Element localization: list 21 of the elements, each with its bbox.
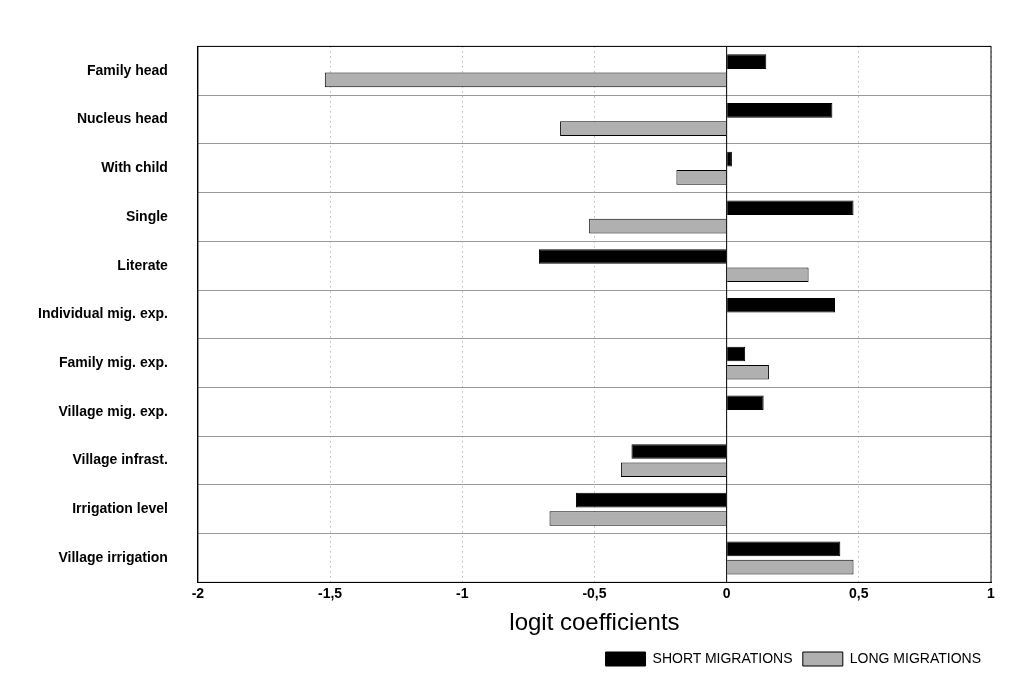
legend-label: SHORT MIGRATIONS <box>652 649 793 666</box>
y-tick-label: Literate <box>117 256 169 273</box>
x-tick-label: -1,5 <box>318 584 343 601</box>
x-axis-title: logit coefficients <box>509 608 680 636</box>
y-tick-label: Nucleus head <box>76 110 168 127</box>
y-tick-label: Family mig. exp. <box>58 353 168 370</box>
y-tick-label: With child <box>101 159 168 176</box>
x-tick-label: 0 <box>722 584 731 601</box>
x-tick-label: 0,5 <box>849 584 869 601</box>
x-tick-label: -0,5 <box>582 584 607 601</box>
y-tick-label: Individual mig. exp. <box>37 305 168 322</box>
legend-label: LONG MIGRATIONS <box>849 649 982 666</box>
y-tick-label: Family head <box>86 61 168 78</box>
x-tick-label: 1 <box>987 584 996 601</box>
y-tick-label: Village irrigation <box>58 548 168 565</box>
x-tick-label: -1 <box>456 584 469 601</box>
y-tick-label: Single <box>125 207 169 224</box>
x-tick-label: -2 <box>191 584 205 601</box>
y-tick-label: Village infrast. <box>72 451 168 468</box>
y-tick-label: Irrigation level <box>72 500 168 517</box>
y-tick-label: Village mig. exp. <box>58 402 168 419</box>
